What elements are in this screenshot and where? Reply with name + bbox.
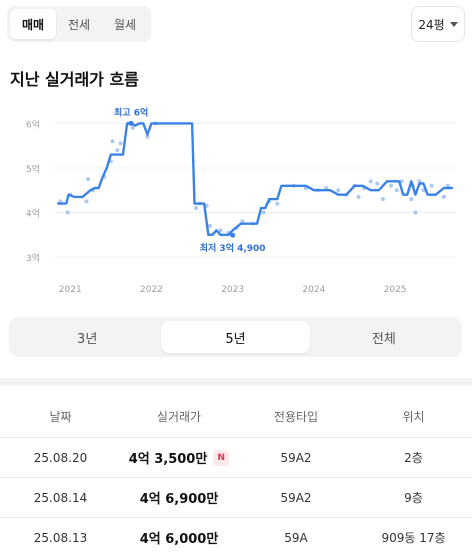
caret-down-icon bbox=[449, 21, 458, 27]
y-tick-label: 6억 bbox=[26, 118, 40, 130]
size-select[interactable]: 24평 bbox=[411, 6, 465, 42]
section-divider bbox=[0, 378, 472, 386]
transaction-point bbox=[207, 223, 212, 228]
header-date: 날짜 bbox=[49, 410, 72, 424]
y-tick-label: 5억 bbox=[26, 163, 40, 175]
transaction-point bbox=[110, 139, 115, 144]
transactions-table: 날짜 실거래가 전용타입 위치 25.08.20 4억 3,500만 N 59A… bbox=[0, 396, 472, 554]
annotation-marker bbox=[128, 120, 134, 126]
transaction-point bbox=[65, 210, 70, 215]
tab-range-3y[interactable]: 3년 bbox=[77, 331, 98, 347]
transaction-point bbox=[58, 199, 63, 204]
x-tick-label: 2025 bbox=[384, 285, 407, 295]
row-type: 59A2 bbox=[280, 490, 312, 505]
transaction-point bbox=[86, 177, 91, 182]
table-row[interactable]: 25.08.20 4억 3,500만 N 59A2 2층 bbox=[0, 438, 472, 478]
header-price: 실거래가 bbox=[156, 410, 202, 424]
header-location: 위치 bbox=[402, 410, 425, 424]
tab-range-all[interactable]: 전체 bbox=[371, 331, 396, 347]
transaction-point bbox=[429, 183, 434, 188]
row-price: 4억 6,900만 bbox=[139, 492, 219, 507]
price-trend-line bbox=[56, 122, 454, 236]
transaction-point bbox=[394, 188, 399, 193]
x-tick-label: 2022 bbox=[140, 285, 163, 295]
section-title: 지난 실거래가 흐름 bbox=[10, 70, 139, 89]
row-date: 25.08.20 bbox=[33, 450, 88, 465]
x-tick-label: 2021 bbox=[59, 285, 82, 295]
min-price-label: 최저 3억 4,900 bbox=[200, 242, 266, 254]
transaction-point bbox=[115, 148, 120, 153]
transaction-point bbox=[145, 134, 150, 139]
x-tick-label: 2024 bbox=[302, 285, 325, 295]
tab-sale[interactable]: 매매 bbox=[10, 9, 56, 39]
transaction-point bbox=[275, 201, 280, 206]
header-type: 전용타입 bbox=[273, 410, 319, 424]
transaction-point bbox=[356, 194, 361, 199]
transaction-point bbox=[336, 188, 341, 193]
table-row[interactable]: 25.08.14 4억 6,900만 59A2 9층 bbox=[0, 478, 472, 518]
row-price-cell: 4억 6,900만 bbox=[121, 488, 237, 507]
transaction-point bbox=[368, 179, 373, 184]
row-type: 59A bbox=[284, 530, 308, 545]
trade-type-tabs: 매매 전세 월세 bbox=[7, 6, 151, 42]
row-type: 59A2 bbox=[280, 450, 312, 465]
row-date: 25.08.14 bbox=[33, 490, 88, 505]
row-date: 25.08.13 bbox=[33, 530, 88, 545]
transaction-point bbox=[389, 183, 394, 188]
transaction-point bbox=[261, 210, 266, 215]
transaction-point bbox=[240, 219, 245, 224]
transaction-point bbox=[380, 197, 385, 202]
row-location: 2층 bbox=[404, 451, 423, 465]
transaction-point bbox=[409, 197, 414, 202]
transaction-point bbox=[218, 228, 223, 233]
tab-range-5y[interactable]: 5년 bbox=[161, 321, 310, 353]
transaction-point bbox=[441, 194, 446, 199]
tab-jeonse[interactable]: 전세 bbox=[67, 17, 91, 32]
table-header: 날짜 실거래가 전용타입 위치 bbox=[0, 396, 472, 438]
transaction-point bbox=[130, 125, 135, 130]
row-location: 9층 bbox=[404, 491, 423, 505]
transaction-point bbox=[375, 181, 380, 186]
table-row[interactable]: 25.08.13 4억 6,000만 59A 909동 17층 bbox=[0, 518, 472, 554]
new-badge: N bbox=[213, 449, 230, 466]
y-tick-label: 3억 bbox=[26, 252, 40, 264]
max-price-label: 최고 6억 bbox=[114, 106, 148, 118]
transaction-point bbox=[413, 210, 418, 215]
y-tick-label: 4억 bbox=[26, 208, 40, 220]
annotation-marker bbox=[230, 232, 236, 238]
x-tick-label: 2023 bbox=[221, 285, 244, 295]
period-range-tabs: 3년 5년 전체 bbox=[9, 317, 462, 357]
transaction-point bbox=[194, 206, 199, 211]
tab-monthly-rent[interactable]: 월세 bbox=[113, 17, 137, 32]
row-location: 909동 17층 bbox=[381, 531, 446, 545]
row-price-cell: 4억 6,000만 bbox=[121, 528, 237, 547]
transaction-point bbox=[445, 183, 450, 188]
row-price: 4억 6,000만 bbox=[139, 532, 219, 547]
size-select-value: 24평 bbox=[418, 17, 445, 32]
transaction-point bbox=[84, 199, 89, 204]
row-price: 4억 3,500만 bbox=[128, 452, 208, 467]
transaction-point bbox=[118, 141, 123, 146]
row-price-cell: 4억 3,500만 N bbox=[121, 448, 237, 467]
